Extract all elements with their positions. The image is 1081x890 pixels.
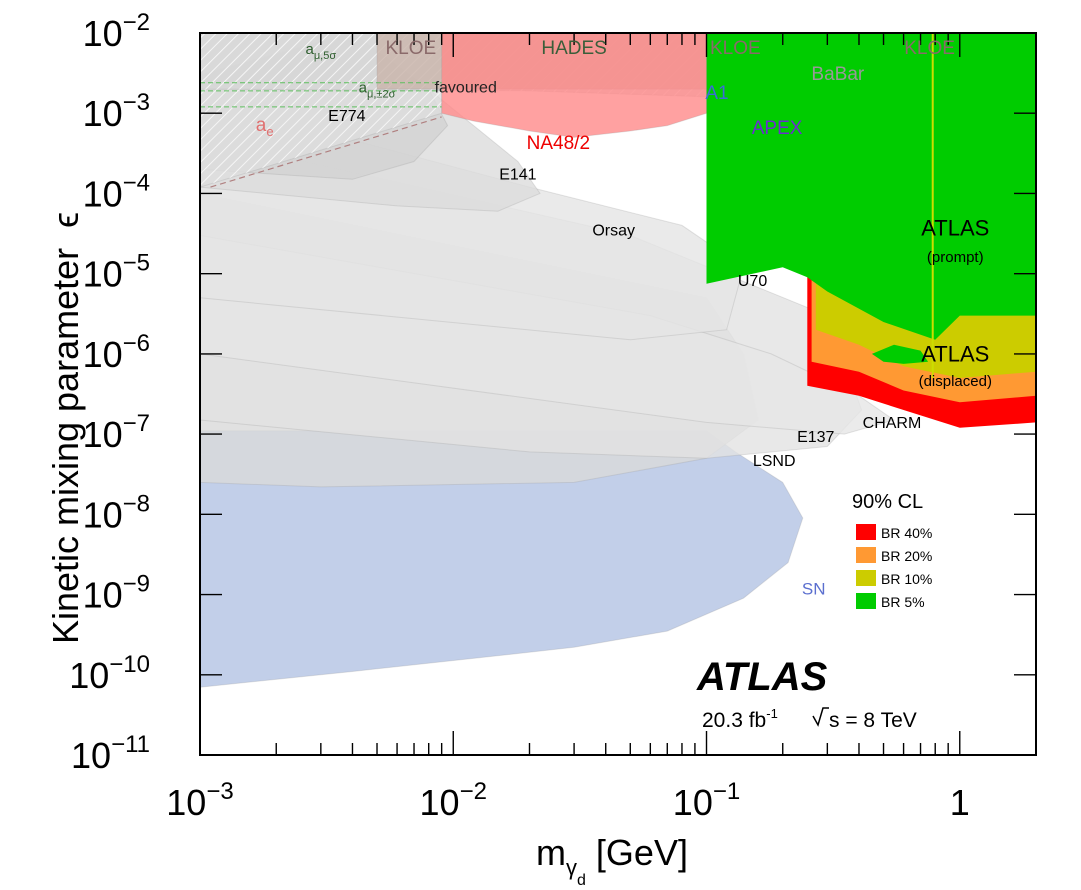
region-label: ATLAS [921, 342, 989, 367]
legend-swatch [856, 547, 876, 563]
region-label: KLOE [385, 38, 436, 59]
region-label: APEX [752, 118, 803, 139]
region-label: LSND [753, 453, 796, 470]
region-label: ATLAS [921, 215, 989, 240]
legend-swatch [856, 593, 876, 609]
legend-swatch [856, 524, 876, 540]
region-label: A1 [705, 83, 728, 104]
region-label: (prompt) [927, 249, 984, 266]
region-label: SN [802, 580, 826, 599]
region-label: KLOE [710, 38, 761, 59]
region-label: E774 [328, 108, 365, 125]
region-label: HADES [541, 38, 606, 59]
region-atlas-5 [706, 33, 1036, 340]
region-label: BaBar [811, 64, 864, 85]
axis-tick-labels: 10−3 10−2 10−1 110−210−310−410−510−610−710−… [69, 9, 970, 823]
region-label: Orsay [592, 222, 635, 239]
region-label: CHARM [863, 415, 922, 432]
region-label: E141 [499, 166, 536, 183]
plot-frame [199, 32, 1037, 756]
legend: BR 40% BR 20% BR 10% BR 5% [856, 524, 932, 610]
legend-swatch [856, 570, 876, 586]
y-tick-label: 10−9 [83, 571, 150, 616]
y-tick-label: 10−8 [83, 490, 150, 535]
legend-title: 90% CL [852, 491, 923, 513]
region-label: KLOE [904, 38, 955, 59]
y-axis-label-group: Kinetic mixing parameterϵ [45, 212, 86, 644]
energy-label: s = 8 TeV [829, 709, 917, 732]
exclusion-regions [200, 33, 1036, 688]
y-tick-label: 10−2 [83, 9, 150, 54]
y-tick-label: 10−4 [83, 169, 150, 214]
region-label: favoured [435, 80, 497, 97]
axis-ticks [199, 32, 1037, 756]
y-tick-label: 10−6 [83, 330, 150, 375]
legend-label: BR 5% [881, 594, 925, 610]
region-na48-2 [441, 33, 707, 138]
ae-boundary-line [210, 116, 442, 188]
sqrt-symbol [812, 707, 829, 727]
region-label: ae [256, 115, 274, 139]
y-tick-label: 10−10 [69, 651, 150, 696]
x-tick-label: 10−3 [166, 778, 233, 823]
luminosity-label: 20.3 fb-1 [702, 706, 778, 732]
legend-label: BR 20% [881, 548, 932, 564]
region-label: U70 [738, 273, 767, 290]
x-axis-label: mγd[GeV] [536, 832, 688, 889]
x-tick-label: 10−1 [673, 778, 740, 823]
y-tick-label: 10−7 [83, 410, 150, 455]
y-tick-label: 10−5 [83, 250, 150, 295]
legend-label: BR 10% [881, 571, 932, 587]
x-tick-label: 10−2 [420, 778, 487, 823]
region-label: NA48/2 [527, 133, 590, 154]
region-decorations [200, 33, 934, 379]
atlas-label: ATLAS [696, 655, 828, 699]
legend-label: BR 40% [881, 525, 932, 541]
x-tick-label: 1 [950, 782, 970, 823]
region-label: aμ,5σ [306, 41, 337, 62]
region-labels: aμ,5σ KLOE HADES KLOE KLOE aμ,±2σ favoured BaBa… [256, 38, 992, 599]
region-atlas-5-island [871, 344, 929, 364]
region-label: aμ,±2σ [359, 80, 396, 101]
y-axis-label: Kinetic mixing parameterϵ [45, 212, 86, 644]
y-tick-label: 10−3 [83, 89, 150, 134]
y-tick-label: 10−11 [71, 731, 150, 776]
region-label: E137 [797, 429, 834, 446]
region-label: (displaced) [919, 373, 992, 390]
